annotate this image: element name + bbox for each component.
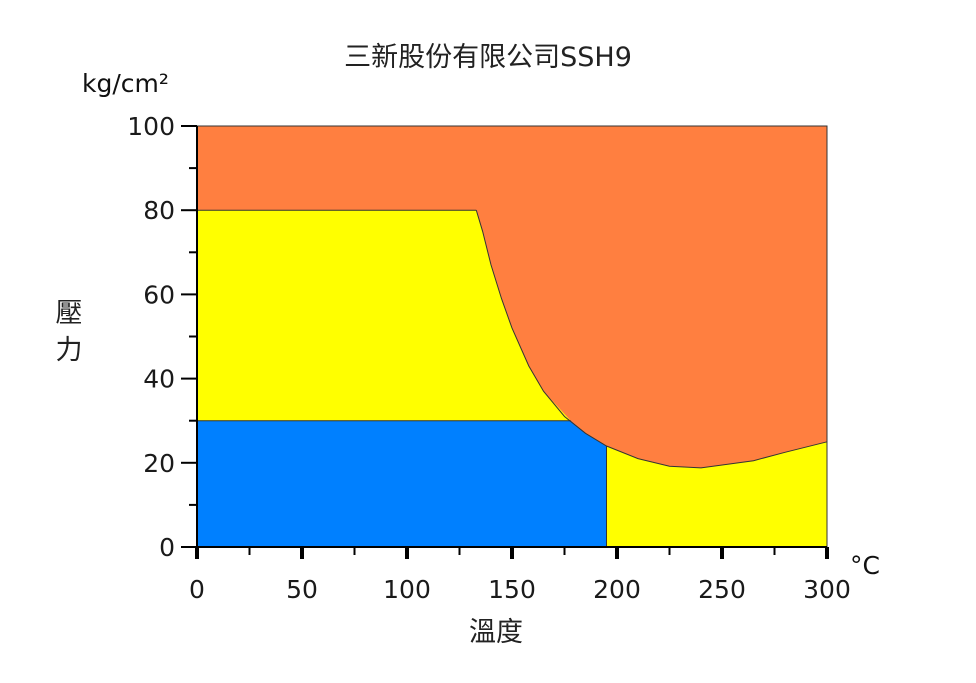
plot-regions	[197, 126, 827, 547]
y-tick-label: 0	[159, 533, 175, 562]
region-yellow-1	[197, 210, 571, 421]
x-tick-label: 250	[698, 575, 746, 604]
plot-boundaries	[197, 209, 828, 547]
y-tick-label: 60	[143, 280, 175, 309]
y-tick-label: 100	[127, 112, 175, 141]
x-tick-label: 100	[383, 575, 431, 604]
x-ticks: 0 50 100 150 200 250 300	[189, 547, 851, 604]
region-blue-2	[197, 420, 607, 547]
x-unit: °C	[850, 551, 880, 580]
x-tick-label: 150	[488, 575, 536, 604]
y-tick-label: 80	[143, 196, 175, 225]
y-unit: kg/cm²	[82, 69, 169, 98]
boundary-curve	[475, 210, 828, 469]
x-axis-title: 溫度	[469, 617, 523, 648]
y-tick-label: 20	[143, 449, 175, 478]
x-tick-label: 0	[189, 575, 205, 604]
region-yellow-3	[606, 441, 827, 547]
y-axis-title-char: 壓	[56, 298, 83, 329]
x-tick-label: 200	[593, 575, 641, 604]
y-axis-title-char: 力	[56, 335, 83, 366]
y-axis-title: 壓力	[56, 298, 83, 366]
x-tick-label: 50	[286, 575, 318, 604]
y-tick-label: 40	[143, 365, 175, 394]
region-orange-0	[197, 126, 827, 468]
chart-title: 三新股份有限公司SSH9	[344, 42, 632, 73]
y-ticks: 0 20 40 60 80 100	[127, 112, 197, 562]
x-tick-label: 300	[803, 575, 851, 604]
